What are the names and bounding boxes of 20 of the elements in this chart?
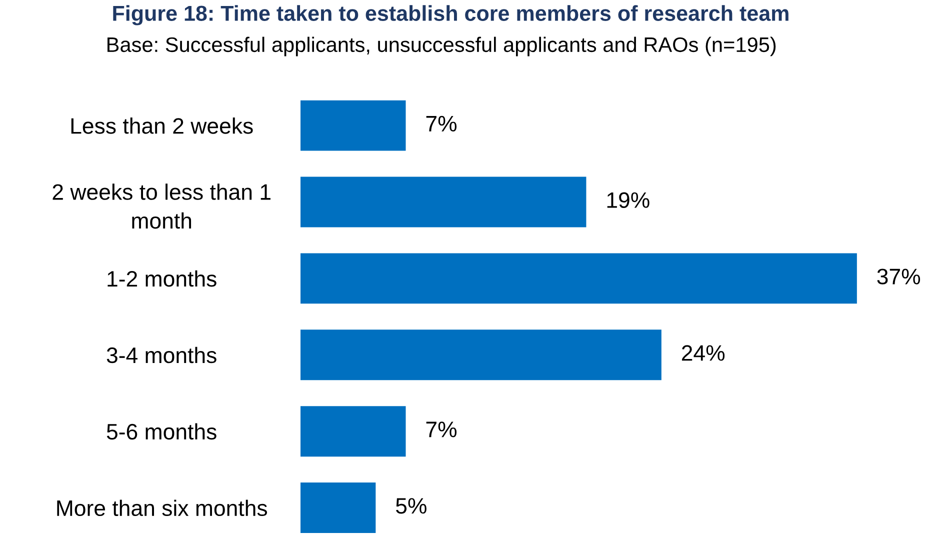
chart-subtitle: Base: Successful applicants, unsuccessful applicants and RAOs (n=195)	[108, 36, 776, 56]
data-label: 19%	[607, 192, 650, 208]
data-label: 7%	[426, 116, 457, 132]
data-label: 5%	[396, 498, 426, 514]
data-label: 24%	[682, 345, 725, 361]
y-tick-label: 5-6 months	[106, 423, 216, 440]
bar	[300, 100, 406, 151]
y-tick-label: 3-4 months	[106, 346, 216, 364]
data-label: 37%	[877, 268, 920, 284]
bar	[300, 253, 857, 304]
y-tick-label: 2 weeks to less than 1 month	[52, 184, 270, 229]
y-tick-label: More than six months	[57, 500, 268, 516]
y-tick-label: Less than 2 weeks	[71, 118, 253, 134]
y-tick-label: 1-2 months	[108, 270, 216, 287]
bar	[300, 330, 662, 380]
bar	[300, 406, 406, 457]
bar	[300, 176, 586, 228]
data-label: 7%	[426, 422, 457, 438]
chart-title: Figure 18: Time taken to establish core members of research team	[113, 5, 788, 26]
bar	[300, 482, 376, 534]
